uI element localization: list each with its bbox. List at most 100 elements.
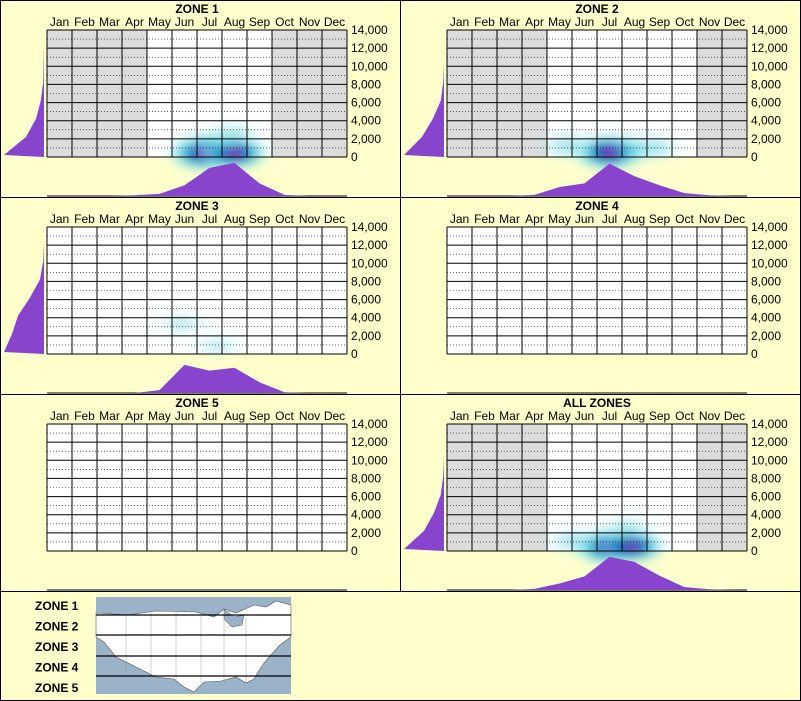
y-tick-label: 12,000	[351, 41, 388, 55]
chart-title: ZONE 4	[575, 199, 619, 213]
month-tick-label: Aug	[224, 212, 245, 226]
month-tick-label: Mar	[99, 409, 120, 423]
elevation-profile-area	[4, 225, 44, 354]
zone-panel: ZONE 4 Jan Feb Mar Apr May Jun Jul Aug Sep Oct Nov D…	[446, 199, 788, 394]
y-tick-label: 8,000	[351, 77, 381, 91]
zone-panel: ZONE 3 Jan Feb Mar Apr May Jun Jul Aug Sep Oct Nov D…	[4, 199, 388, 394]
y-tick-label: 14,000	[351, 220, 388, 234]
month-tick-label: Aug	[224, 409, 245, 423]
y-tick-label: 6,000	[751, 96, 781, 110]
shaded-month-column	[322, 30, 347, 157]
month-tick-label: Oct	[275, 212, 294, 226]
month-profile-area	[47, 364, 347, 393]
y-tick-label: 12,000	[751, 435, 788, 449]
month-tick-label: Oct	[675, 409, 694, 423]
shaded-month-column	[722, 424, 747, 551]
month-tick-label: Apr	[125, 15, 144, 29]
month-tick-label: Jul	[602, 15, 617, 29]
month-tick-label: Apr	[125, 212, 144, 226]
y-tick-label: 0	[351, 544, 358, 558]
y-tick-label: 4,000	[751, 114, 781, 128]
month-tick-label: Sep	[649, 409, 671, 423]
month-tick-label: Sep	[649, 15, 671, 29]
month-tick-label: Jun	[575, 409, 594, 423]
month-tick-label: Feb	[74, 212, 95, 226]
month-tick-label: May	[548, 15, 571, 29]
month-tick-label: Jun	[175, 212, 194, 226]
month-tick-label: May	[148, 15, 171, 29]
month-tick-label: Jul	[602, 409, 617, 423]
month-tick-label: Jul	[202, 409, 217, 423]
shaded-month-column	[497, 30, 522, 157]
heat-hotspot	[189, 333, 245, 359]
month-tick-label: Sep	[649, 212, 671, 226]
y-tick-label: 0	[751, 347, 758, 361]
month-tick-label: Nov	[699, 15, 720, 29]
y-tick-label: 4,000	[351, 311, 381, 325]
month-tick-label: Jan	[450, 212, 469, 226]
zone-panel: ZONE 5 Jan Feb Mar Apr May Jun Jul Aug Sep Oct Nov D…	[46, 396, 388, 591]
y-tick-label: 14,000	[351, 23, 388, 37]
zone-panel: ZONE 1 Jan Feb Mar Apr May Jun Jul Aug Sep Oct Nov D…	[4, 2, 388, 197]
heat-hotspot	[533, 130, 601, 163]
month-tick-label: Nov	[299, 409, 320, 423]
y-tick-label: 6,000	[351, 490, 381, 504]
chart-title: ALL ZONES	[563, 396, 631, 410]
month-tick-label: Jul	[202, 212, 217, 226]
month-tick-label: Aug	[624, 15, 645, 29]
y-tick-label: 10,000	[351, 256, 388, 270]
month-tick-label: Dec	[724, 212, 745, 226]
month-tick-label: Jun	[175, 409, 194, 423]
y-tick-label: 2,000	[351, 526, 381, 540]
month-tick-label: Apr	[125, 409, 144, 423]
y-tick-label: 6,000	[751, 490, 781, 504]
month-tick-label: Dec	[724, 15, 745, 29]
month-tick-label: Jan	[450, 409, 469, 423]
y-tick-label: 2,000	[351, 329, 381, 343]
heat-hotspot	[153, 311, 211, 338]
y-tick-label: 6,000	[751, 293, 781, 307]
month-tick-label: Feb	[474, 409, 495, 423]
shaded-month-column	[697, 424, 722, 551]
zone-legend: ZONE 1 ZONE 2 ZONE 3 ZONE 4 ZONE 5	[0, 591, 801, 701]
month-tick-label: Aug	[624, 212, 645, 226]
month-tick-label: Apr	[525, 212, 544, 226]
legend-zone-label: ZONE 3	[35, 640, 79, 654]
month-tick-label: May	[148, 212, 171, 226]
month-tick-label: Dec	[324, 212, 345, 226]
month-tick-label: Sep	[249, 15, 271, 29]
y-tick-label: 2,000	[751, 132, 781, 146]
month-tick-label: Mar	[499, 409, 520, 423]
heatmap-layer	[533, 130, 688, 173]
y-tick-label: 8,000	[351, 274, 381, 288]
month-tick-label: Oct	[275, 409, 294, 423]
month-tick-label: Feb	[74, 15, 95, 29]
month-tick-label: Jul	[202, 15, 217, 29]
y-tick-label: 2,000	[351, 132, 381, 146]
month-tick-label: Mar	[499, 212, 520, 226]
month-tick-label: Jul	[602, 212, 617, 226]
y-tick-label: 10,000	[351, 59, 388, 73]
y-tick-label: 12,000	[751, 41, 788, 55]
month-tick-label: Jan	[50, 15, 69, 29]
chart-title: ZONE 2	[575, 2, 619, 16]
y-tick-label: 12,000	[351, 435, 388, 449]
y-tick-label: 4,000	[751, 311, 781, 325]
y-tick-label: 2,000	[751, 329, 781, 343]
y-tick-label: 0	[351, 150, 358, 164]
month-tick-label: Dec	[324, 409, 345, 423]
shaded-month-column	[697, 30, 722, 157]
chart-title: ZONE 5	[175, 396, 219, 410]
shaded-month-column	[97, 30, 122, 157]
month-tick-label: Nov	[699, 212, 720, 226]
month-tick-label: Feb	[74, 409, 95, 423]
y-tick-label: 12,000	[351, 238, 388, 252]
month-tick-label: Jun	[175, 15, 194, 29]
y-tick-label: 0	[751, 150, 758, 164]
month-profile-area	[47, 162, 347, 196]
shaded-month-column	[472, 424, 497, 551]
y-tick-label: 4,000	[751, 508, 781, 522]
elevation-profile-area	[404, 28, 444, 157]
shaded-month-column	[472, 30, 497, 157]
